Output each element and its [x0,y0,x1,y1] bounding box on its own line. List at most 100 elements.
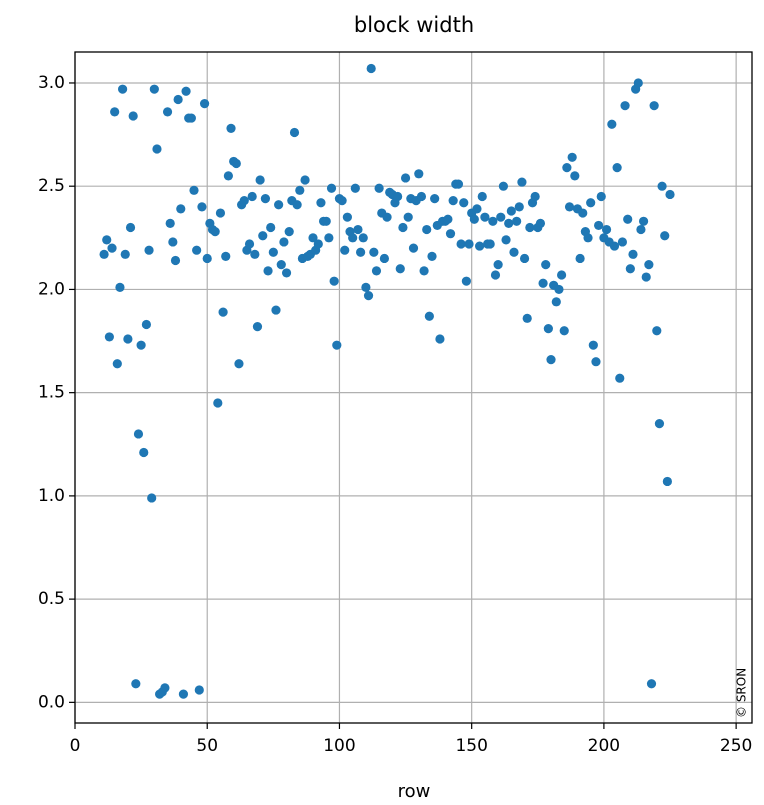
x-tick-label: 0 [70,736,81,756]
point [456,239,466,249]
point [371,266,382,276]
point [472,204,482,214]
point [541,260,551,270]
point [326,183,337,193]
point [660,231,670,241]
point [329,276,339,286]
point [535,218,546,228]
point [337,196,347,206]
point [189,185,199,195]
point [258,231,268,241]
point [215,208,226,218]
point [556,270,567,280]
point [490,270,501,280]
point [250,249,260,259]
point [477,191,487,202]
point [583,233,593,243]
point [448,196,458,206]
point [475,241,485,251]
point [276,260,286,270]
point [480,212,490,222]
point [567,152,577,162]
x-tick-label: 50 [196,736,218,756]
point [139,447,149,458]
point [398,222,408,233]
point [358,233,368,243]
point [416,191,427,202]
point [625,264,635,274]
point [469,214,479,224]
chart-title: block width [354,13,474,37]
point [519,253,530,264]
point [194,685,204,695]
point [266,222,276,233]
point [213,398,223,408]
annotation: © SRON [735,668,749,718]
point [641,272,651,282]
point [504,218,514,228]
point [379,253,390,264]
point [178,689,189,699]
point [512,216,522,226]
point [165,218,175,228]
point [638,216,649,226]
point [628,249,638,259]
point [464,239,474,249]
point [543,324,553,334]
point [570,171,580,181]
point [279,237,289,247]
point [342,212,352,222]
point [459,198,469,208]
point [488,216,498,226]
point [141,319,152,330]
x-tick-label: 250 [720,736,752,756]
point [430,193,440,204]
point [652,326,662,336]
point [162,107,173,117]
point [612,163,622,173]
point [596,191,606,202]
point [408,243,419,253]
point [160,683,170,693]
point [609,241,620,251]
point [498,181,509,191]
y-tick-label: 1.0 [38,486,65,506]
point [332,340,342,350]
point [617,237,628,247]
point [168,237,178,247]
point [186,113,196,123]
y-tick-label: 2.0 [38,279,65,299]
y-tick-label: 0.5 [38,589,65,609]
point [506,206,516,216]
point [181,86,191,96]
point [445,229,456,239]
point [654,419,665,429]
point [197,202,207,212]
point [324,233,334,243]
point [522,313,532,323]
point [530,191,540,202]
point [226,123,236,133]
y-tick-label: 1.5 [38,383,65,403]
point [268,247,278,257]
point [348,233,358,243]
point [350,183,360,193]
point [147,493,157,503]
point [136,340,146,350]
point [218,307,228,317]
point [115,282,125,292]
point [99,249,109,259]
point [252,321,263,332]
x-tick-label: 200 [588,736,620,756]
point [559,326,569,336]
point [554,284,564,295]
point [170,255,181,266]
point [633,78,643,88]
point [192,245,202,255]
point [517,177,527,187]
x-tick-label: 100 [323,736,355,756]
point [289,127,300,138]
point [414,169,424,179]
point [591,357,601,367]
